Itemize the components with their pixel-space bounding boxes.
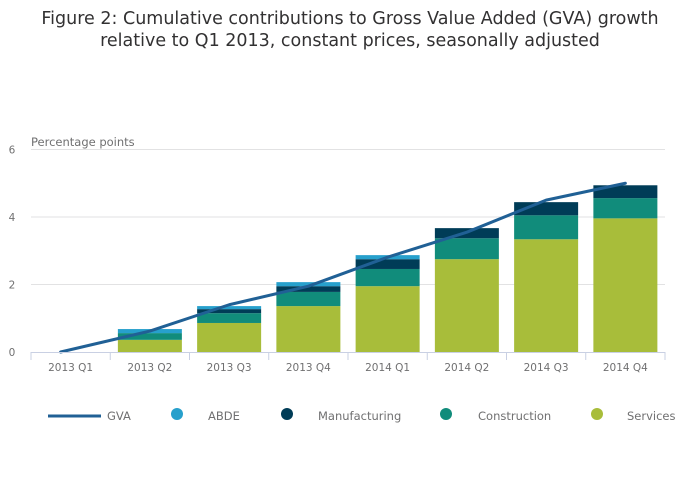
bars (117, 185, 658, 352)
bar-services-2014-q2 (434, 259, 499, 352)
legend-swatch-construction (440, 408, 452, 420)
legend-label-manufacturing: Manufacturing (318, 409, 401, 423)
legend-swatch-manufacturing (281, 408, 293, 420)
gva-line (59, 181, 627, 354)
bar-construction-2013-q4 (276, 291, 341, 307)
y-axis-ticks: 0 2 4 6 (9, 145, 16, 360)
x-tick-label: 2014 Q1 (365, 362, 410, 374)
bar-construction-2014-q1 (355, 268, 420, 287)
legend-swatch-abde (171, 408, 183, 420)
x-tick-label: 2013 Q1 (48, 362, 93, 374)
x-axis: 2013 Q1 2013 Q2 2013 Q3 2013 Q4 2014 Q1 2014 … (30, 352, 666, 374)
bar-manufacturing-2014-q4 (593, 185, 658, 199)
bar-abde-2013-q3 (197, 306, 262, 310)
x-tick-label: 2014 Q4 (603, 362, 648, 374)
y-axis-label: Percentage points (31, 135, 135, 149)
y-tick-label: 2 (9, 280, 16, 292)
bar-construction-2014-q4 (593, 198, 658, 219)
chart-title-line-1: Figure 2: Cumulative contributions to Gr… (41, 9, 659, 29)
legend-label-gva: GVA (107, 409, 131, 423)
legend-label-construction: Construction (478, 409, 551, 423)
bar-services-2014-q3 (514, 239, 579, 352)
x-tick-label: 2013 Q4 (286, 362, 331, 374)
legend-swatch-services (591, 408, 603, 420)
x-tick-label: 2013 Q3 (207, 362, 252, 374)
y-tick-label: 6 (9, 145, 16, 157)
chart-title: Figure 2: Cumulative contributions to Gr… (0, 8, 700, 52)
bar-construction-2013-q2 (117, 333, 182, 340)
x-tick-label: 2014 Q2 (444, 362, 489, 374)
gva-line-group (59, 181, 627, 354)
bar-manufacturing-2013-q3 (197, 309, 262, 314)
bar-construction-2013-q3 (197, 313, 262, 323)
bar-construction-2014-q3 (514, 215, 579, 240)
x-tick-label: 2013 Q2 (127, 362, 172, 374)
legend-label-abde: ABDE (208, 409, 240, 423)
y-tick-label: 4 (9, 212, 16, 224)
bar-services-2013-q2 (117, 339, 182, 352)
bar-services-2014-q1 (355, 286, 420, 352)
bar-manufacturing-2014-q1 (355, 259, 420, 269)
legend-label-services: Services (627, 409, 676, 423)
bar-services-2013-q3 (197, 322, 262, 352)
bar-services-2013-q4 (276, 306, 341, 352)
y-tick-label: 0 (9, 347, 16, 359)
bar-manufacturing-2013-q4 (276, 286, 341, 292)
chart-title-line-2: relative to Q1 2013, constant prices, se… (100, 31, 600, 51)
legend: GVA ABDE Manufacturing Construction Services (48, 408, 676, 423)
bar-construction-2014-q2 (434, 238, 499, 260)
bar-services-2014-q4 (593, 218, 658, 352)
x-tick-label: 2014 Q3 (524, 362, 569, 374)
bar-abde-2013-q4 (276, 282, 341, 287)
